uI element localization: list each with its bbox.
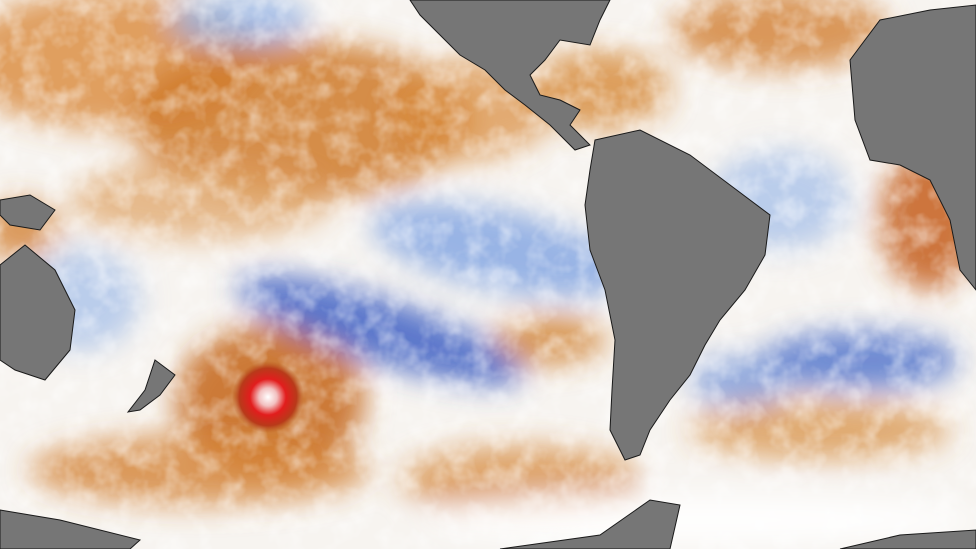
australia	[0, 244, 76, 381]
new-zealand	[126, 359, 176, 413]
antarctica-west	[0, 509, 142, 549]
antarctic-peninsula	[499, 499, 681, 549]
new-guinea	[0, 194, 56, 231]
north-america	[409, 0, 611, 151]
africa	[849, 4, 976, 291]
antarctica-east	[839, 529, 976, 549]
marine-heatwave	[232, 361, 304, 433]
south-america	[584, 129, 771, 461]
